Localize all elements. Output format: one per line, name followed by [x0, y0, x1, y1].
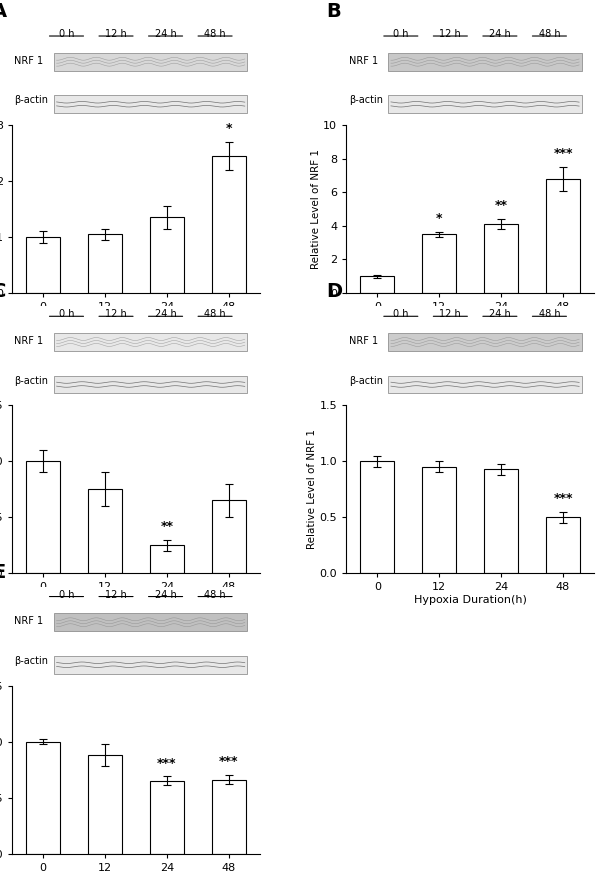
Text: D: D: [326, 282, 343, 301]
Text: B: B: [326, 3, 341, 21]
Text: ***: ***: [553, 492, 573, 505]
Text: 0 h: 0 h: [59, 590, 74, 599]
Bar: [150, 545, 184, 573]
Bar: [212, 780, 246, 854]
Text: 0 h: 0 h: [393, 29, 409, 39]
Bar: [360, 276, 394, 293]
Text: NRF 1: NRF 1: [349, 336, 378, 346]
Bar: [546, 517, 580, 573]
Text: 24 h: 24 h: [155, 309, 176, 320]
Text: 12 h: 12 h: [439, 29, 461, 39]
Text: β-actin: β-actin: [14, 95, 49, 105]
Text: 12 h: 12 h: [439, 309, 461, 320]
Text: β-actin: β-actin: [349, 95, 383, 105]
Text: NRF 1: NRF 1: [14, 617, 44, 626]
Text: ***: ***: [157, 757, 176, 770]
Text: *: *: [226, 122, 232, 135]
Text: 12 h: 12 h: [105, 309, 127, 320]
Bar: [212, 501, 246, 573]
Bar: [150, 218, 184, 293]
Text: ***: ***: [553, 147, 573, 160]
X-axis label: Hypoxia Duration(h): Hypoxia Duration(h): [79, 595, 192, 605]
Text: ***: ***: [219, 755, 238, 768]
FancyBboxPatch shape: [54, 613, 247, 631]
Text: NRF 1: NRF 1: [349, 56, 378, 65]
Text: **: **: [494, 199, 508, 213]
Bar: [546, 179, 580, 293]
X-axis label: Hypoxia Duration(h): Hypoxia Duration(h): [414, 595, 527, 605]
Bar: [484, 224, 518, 293]
Bar: [26, 462, 60, 573]
Text: β-actin: β-actin: [14, 375, 49, 386]
Bar: [212, 156, 246, 293]
Bar: [88, 490, 122, 573]
FancyBboxPatch shape: [54, 333, 247, 351]
Text: **: **: [160, 520, 173, 533]
Text: β-actin: β-actin: [14, 656, 49, 665]
Bar: [484, 469, 518, 573]
FancyBboxPatch shape: [54, 53, 247, 71]
Text: 48 h: 48 h: [204, 590, 226, 599]
FancyBboxPatch shape: [388, 375, 581, 394]
Y-axis label: Relative Level of NRF 1: Relative Level of NRF 1: [311, 149, 320, 269]
Text: 48 h: 48 h: [204, 29, 226, 39]
Text: 48 h: 48 h: [539, 29, 560, 39]
Bar: [422, 234, 456, 293]
Text: *: *: [436, 212, 442, 225]
Text: E: E: [0, 563, 5, 582]
Bar: [88, 234, 122, 293]
Bar: [150, 780, 184, 854]
Bar: [88, 755, 122, 854]
Text: 24 h: 24 h: [489, 29, 511, 39]
FancyBboxPatch shape: [388, 95, 581, 113]
Text: 24 h: 24 h: [155, 590, 176, 599]
FancyBboxPatch shape: [54, 375, 247, 394]
Text: 12 h: 12 h: [105, 590, 127, 599]
X-axis label: Hypoxia Duration(h): Hypoxia Duration(h): [79, 314, 192, 325]
Text: 0 h: 0 h: [393, 309, 409, 320]
Text: 24 h: 24 h: [489, 309, 511, 320]
Bar: [422, 467, 456, 573]
FancyBboxPatch shape: [54, 656, 247, 673]
Bar: [26, 237, 60, 293]
X-axis label: Hypoxia Duration(h): Hypoxia Duration(h): [414, 314, 527, 325]
Text: 0 h: 0 h: [59, 309, 74, 320]
Text: NRF 1: NRF 1: [14, 336, 44, 346]
FancyBboxPatch shape: [388, 53, 581, 71]
Text: 0 h: 0 h: [59, 29, 74, 39]
Text: C: C: [0, 282, 7, 301]
Text: 24 h: 24 h: [155, 29, 176, 39]
Text: NRF 1: NRF 1: [14, 56, 44, 65]
Text: A: A: [0, 3, 7, 21]
Bar: [26, 741, 60, 854]
FancyBboxPatch shape: [54, 95, 247, 113]
Text: 12 h: 12 h: [105, 29, 127, 39]
Text: β-actin: β-actin: [349, 375, 383, 386]
Y-axis label: Relative Level of NRF 1: Relative Level of NRF 1: [307, 429, 317, 550]
FancyBboxPatch shape: [388, 333, 581, 351]
Text: 48 h: 48 h: [539, 309, 560, 320]
Text: 48 h: 48 h: [204, 309, 226, 320]
Bar: [360, 462, 394, 573]
